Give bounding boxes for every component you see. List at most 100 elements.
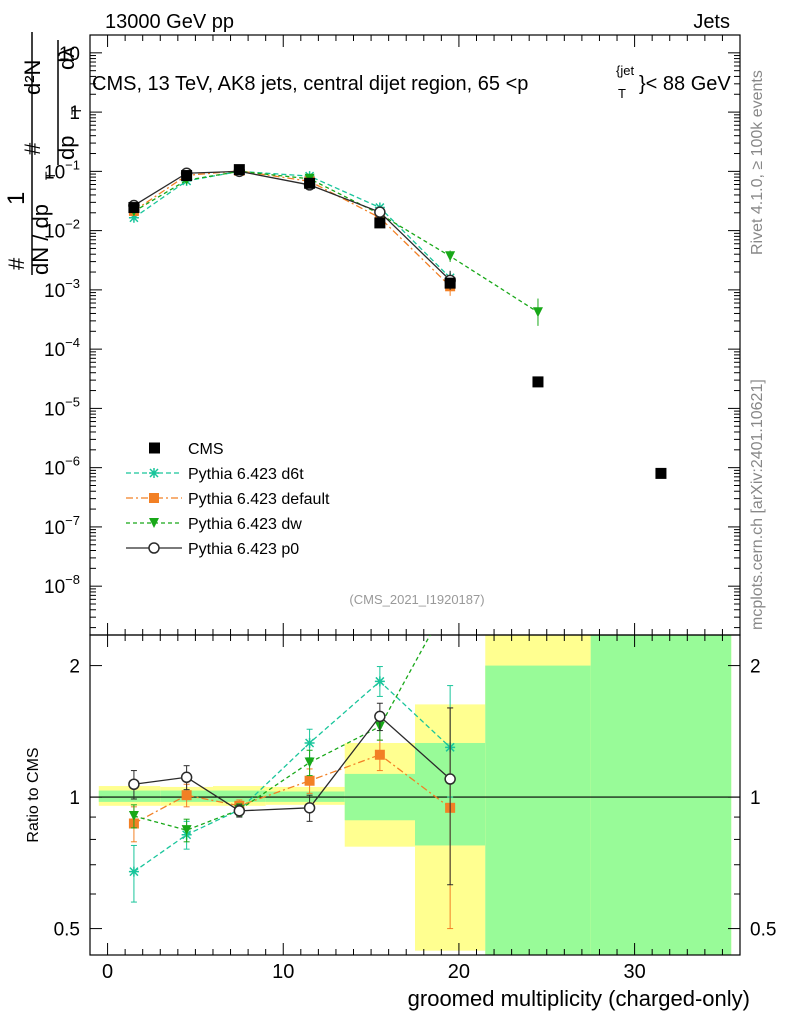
data-point bbox=[128, 212, 139, 223]
y-tick-label: 10 bbox=[59, 44, 80, 65]
y-tick-exp: −5 bbox=[65, 394, 80, 409]
band-green-7 bbox=[590, 635, 732, 955]
ylabel-one: 1 bbox=[3, 192, 30, 205]
ratio-line bbox=[133, 754, 451, 825]
title-sup: {jet bbox=[616, 63, 634, 78]
header-right: Jets bbox=[693, 11, 730, 33]
legend-entry-4: Pythia 6.423 p0 bbox=[126, 541, 299, 558]
y-tick-label: 10−5 bbox=[44, 394, 80, 420]
data-point bbox=[532, 307, 543, 318]
data-point bbox=[445, 251, 456, 262]
legend-marker bbox=[149, 442, 160, 454]
legend-label: CMS bbox=[188, 441, 224, 458]
ylabel-sub-t2: T bbox=[68, 106, 84, 115]
legend-marker bbox=[148, 542, 160, 554]
legend-entry-2: Pythia 6.423 default bbox=[126, 491, 330, 508]
y-tick-exp: −6 bbox=[65, 454, 80, 469]
axes: 0 10 20 3010−810−710−610−510−410−310−210−11… bbox=[44, 34, 776, 983]
ratio-series-3 bbox=[128, 702, 456, 886]
ratio-tick-label-right: 2 bbox=[750, 657, 761, 678]
x-tick-label: 30 bbox=[623, 961, 645, 983]
ratio-point bbox=[304, 775, 315, 786]
ratio-point bbox=[533, 278, 543, 288]
ratio-tick-label-left: 0.5 bbox=[54, 920, 80, 941]
cms-point bbox=[233, 164, 245, 176]
series-line bbox=[133, 170, 539, 313]
legend-marker bbox=[149, 518, 159, 528]
ratio-tick-label-left: 2 bbox=[69, 657, 80, 678]
ratio-point bbox=[304, 757, 315, 768]
y-tick-base: 10 bbox=[44, 399, 65, 420]
y-tick-label: 10−8 bbox=[44, 572, 80, 598]
legend-label: Pythia 6.423 d6t bbox=[188, 466, 304, 483]
ratio-point bbox=[181, 825, 192, 836]
ylabel-dn-dpt: dN / dp bbox=[28, 204, 53, 275]
legend-label: Pythia 6.423 default bbox=[188, 491, 330, 508]
main-plot bbox=[128, 164, 667, 479]
rivet-label: Rivet 4.1.0, ≥ 100k events bbox=[749, 70, 766, 255]
y-tick-base: 10 bbox=[44, 577, 65, 598]
ylabel-dpt: dp bbox=[54, 136, 79, 160]
ratio-point bbox=[180, 771, 193, 784]
y-tick-label: 10−4 bbox=[44, 335, 80, 361]
ratio-tick-label-right: 1 bbox=[750, 788, 761, 809]
ratio-point bbox=[304, 737, 315, 748]
ratio-point bbox=[374, 710, 386, 723]
legend: CMS Pythia 6.423 d6t Pythia 6.423 default P… bbox=[126, 441, 330, 558]
y-tick-exp: −7 bbox=[65, 513, 80, 528]
series-0 bbox=[128, 166, 456, 285]
x-tick-label: 10 bbox=[272, 961, 294, 983]
y-tick-base: 10 bbox=[44, 518, 65, 539]
title-end: }< 88 GeV bbox=[639, 73, 731, 95]
series-2 bbox=[128, 166, 543, 326]
cms-point bbox=[655, 467, 667, 479]
ylabel-d2n: d²N bbox=[20, 60, 45, 95]
legend-label: Pythia 6.423 p0 bbox=[188, 541, 299, 558]
y-tick-exp: −8 bbox=[65, 572, 80, 587]
legend-marker bbox=[149, 493, 159, 503]
ylabel-dl: dλ bbox=[54, 47, 79, 70]
cms-point bbox=[304, 177, 316, 189]
main-ylabel: # 1 dN / dp T # d²N dp T dλ bbox=[3, 32, 84, 275]
legend-entry-3: Pythia 6.423 dw bbox=[126, 516, 302, 533]
ratio-point bbox=[374, 676, 385, 687]
ratio-point bbox=[233, 805, 246, 817]
y-tick-exp: −1 bbox=[65, 157, 80, 172]
y-tick-label: 10−2 bbox=[44, 217, 80, 243]
y-tick-base: 10 bbox=[44, 222, 65, 243]
ratio-point bbox=[374, 749, 385, 760]
data-point bbox=[374, 206, 386, 218]
ratio-point bbox=[444, 773, 456, 785]
y-tick-base: 10 bbox=[44, 281, 65, 302]
cms-point bbox=[374, 217, 386, 229]
y-tick-label: 10−7 bbox=[44, 513, 80, 539]
cms-point bbox=[128, 202, 140, 214]
y-tick-label: 10−6 bbox=[44, 454, 80, 480]
cms-point bbox=[532, 376, 544, 388]
ratio-uncertainty-bands bbox=[98, 635, 732, 955]
series-line bbox=[133, 170, 451, 279]
cms-point bbox=[444, 277, 456, 289]
analysis-watermark: (CMS_2021_I1920187) bbox=[349, 592, 484, 607]
ratio-point bbox=[181, 790, 192, 801]
x-tick-label: 0 bbox=[102, 961, 113, 983]
ratio-point bbox=[128, 778, 140, 791]
ratio-point bbox=[128, 866, 139, 877]
ylabel-sub-t: T bbox=[42, 171, 58, 180]
title-sub: T bbox=[618, 86, 626, 101]
legend-label: Pythia 6.423 dw bbox=[188, 516, 302, 533]
x-tick-label: 20 bbox=[448, 961, 470, 983]
ratio-frame bbox=[89, 634, 741, 956]
header-left: 13000 GeV pp bbox=[105, 11, 234, 33]
series-line bbox=[133, 170, 451, 281]
legend-marker bbox=[149, 468, 159, 478]
plot-title: CMS, 13 TeV, AK8 jets, central dijet reg… bbox=[92, 63, 731, 101]
y-tick-exp: −4 bbox=[65, 335, 80, 350]
series-line bbox=[133, 170, 451, 287]
y-tick-label: 10−1 bbox=[44, 157, 80, 183]
y-tick-label: 10−3 bbox=[44, 276, 80, 302]
ratio-line bbox=[133, 715, 451, 812]
band-green-2 bbox=[212, 790, 266, 802]
legend-entry-1: Pythia 6.423 d6t bbox=[126, 466, 304, 483]
